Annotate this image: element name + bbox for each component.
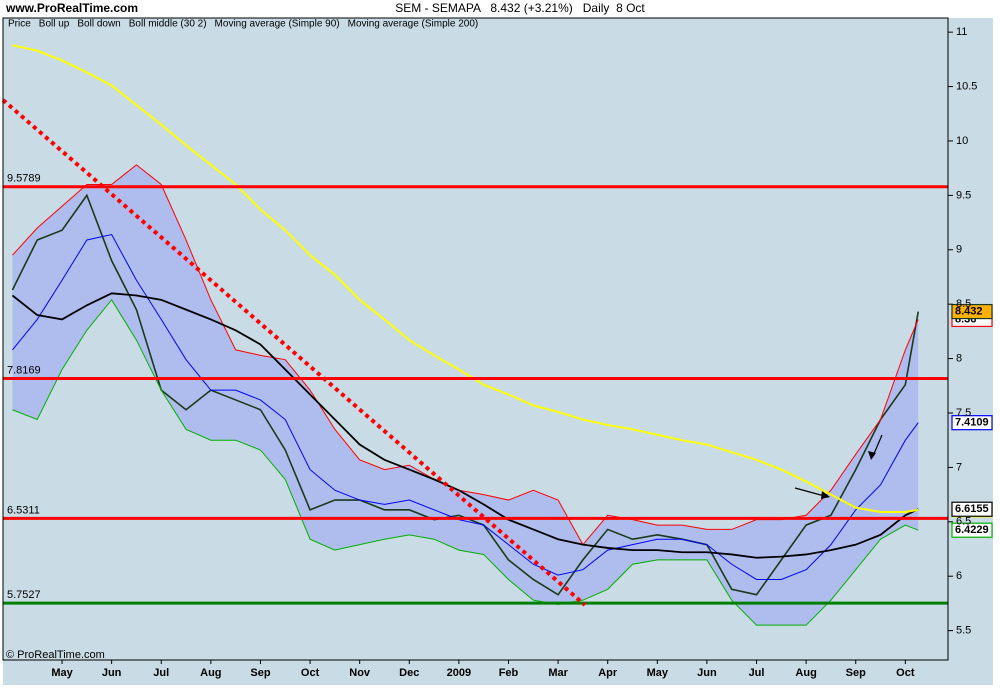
last-value-box <box>951 303 993 320</box>
arrow-head <box>868 451 876 460</box>
x-tick-label: Sep <box>250 667 270 679</box>
y-tick-label: 7 <box>956 461 962 473</box>
legend-entry: Price <box>8 19 31 30</box>
legend-entry: Boll up <box>39 19 70 30</box>
last-value-label: 7.4109 <box>955 417 989 429</box>
x-tick-label: May <box>647 667 669 679</box>
x-tick-label: Jun <box>697 667 717 679</box>
y-tick-label: 10 <box>956 135 968 147</box>
legend-entry: Moving average (Simple 200) <box>348 19 479 30</box>
legend-entry: Boll down <box>77 19 120 30</box>
x-tick-label: Dec <box>399 667 419 679</box>
series-line <box>12 298 919 626</box>
y-tick-label: 5.5 <box>956 625 971 637</box>
last-value-box <box>951 415 993 431</box>
x-tick-label: Oct <box>301 667 320 679</box>
series-line <box>11 292 919 559</box>
arrow-head <box>821 491 830 499</box>
series-line <box>11 193 920 596</box>
x-tick-label: Nov <box>349 667 371 679</box>
x-tick-label: Jul <box>153 667 169 679</box>
chart-title: SEM - SEMAPA 8.432 (+3.21%) Daily 8 Oct <box>395 1 645 15</box>
y-tick-label: 11 <box>956 26 967 38</box>
y-tick-label: 6.5 <box>956 516 971 528</box>
y-tick-label: 8 <box>956 352 962 364</box>
y-tick-label: 6 <box>956 570 962 582</box>
x-tick-label: Apr <box>598 667 618 679</box>
level-label: 9.5789 <box>7 173 41 185</box>
x-tick-label: Oct <box>896 667 915 679</box>
x-axis-area <box>3 660 993 685</box>
last-value-label: 6.4229 <box>955 524 989 536</box>
y-tick-label: 9 <box>956 244 962 256</box>
level-label: 5.7527 <box>7 589 41 601</box>
x-tick-label: Sep <box>846 667 866 679</box>
copyright: © ProRealTime.com <box>6 649 105 661</box>
band-fill <box>12 164 919 626</box>
x-tick-label: Jun <box>102 667 122 679</box>
plot-border <box>2 17 949 661</box>
x-tick-label: Jul <box>749 667 765 679</box>
x-tick-label: Feb <box>499 667 519 679</box>
site: www.ProRealTime.com <box>5 1 138 15</box>
last-value-label: 8.432 <box>955 305 983 317</box>
trend-line <box>1 98 587 607</box>
legend-entry: Moving average (Simple 90) <box>215 19 340 30</box>
y-tick-label: 10.5 <box>956 80 977 92</box>
last-value-label: 6.6155 <box>955 503 989 515</box>
arrow <box>872 434 883 457</box>
series-line <box>12 233 919 580</box>
x-tick-label: Mar <box>548 667 568 679</box>
axis-area <box>948 18 993 660</box>
y-tick-label: 8.5 <box>956 298 971 310</box>
level-label: 6.5311 <box>7 504 40 516</box>
last-value-box <box>951 501 993 517</box>
legend-entry: Boll middle (30 2) <box>129 19 207 30</box>
x-tick-label: Aug <box>200 667 221 679</box>
y-tick-label: 7.5 <box>956 407 971 419</box>
y-tick-label: 9.5 <box>956 189 971 201</box>
level-label: 7.8169 <box>7 364 41 376</box>
last-value-box <box>951 522 993 538</box>
x-tick-label: May <box>51 667 73 679</box>
x-tick-label: 2009 <box>447 667 471 679</box>
x-tick-label: Aug <box>795 667 816 679</box>
